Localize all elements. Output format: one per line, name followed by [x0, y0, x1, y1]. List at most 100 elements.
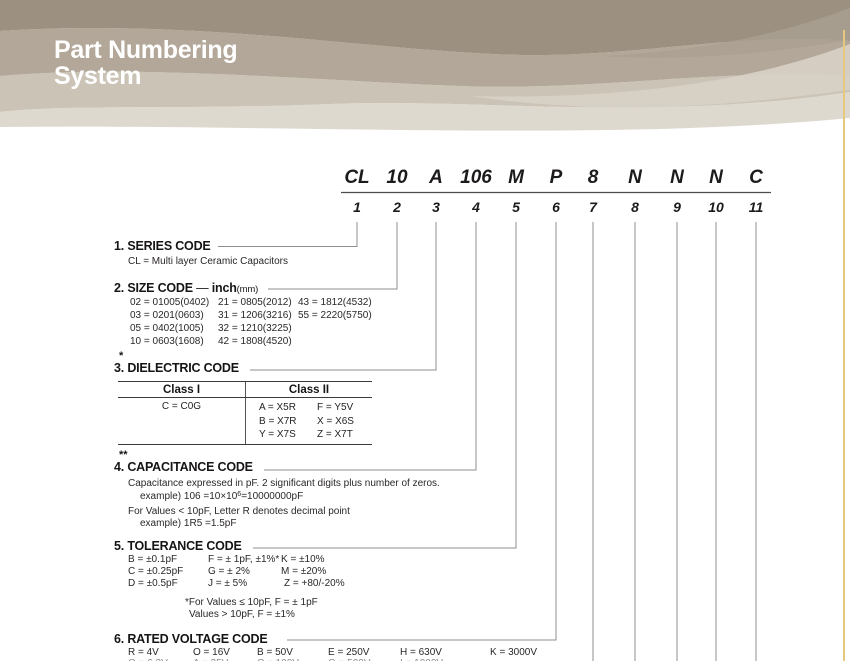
class2-pair: A = X5R — [259, 402, 296, 413]
code-6: P — [549, 167, 563, 188]
capacitance-line1: Capacitance expressed in pF. 2 significa… — [128, 478, 440, 489]
capacitance-footnote-marker: ** — [119, 449, 128, 461]
position-2: 2 — [393, 199, 401, 215]
tolerance-item: B = ±0.1pF — [128, 554, 178, 565]
tolerance-item: F = ± 1pF, ±1%* — [208, 554, 280, 565]
section-tolerance-number: 5. — [114, 539, 125, 553]
size-code-item: 02 = 01005(0402) — [130, 297, 210, 308]
position-1: 1 — [353, 199, 361, 215]
section-size-label: SIZE CODE — [127, 281, 193, 295]
size-unit: inch — [211, 281, 237, 295]
size-code-item: 55 = 2220(5750) — [298, 310, 372, 321]
size-code-item: 10 = 0603(1608) — [130, 336, 204, 347]
dielectric-table-body: C = C0G A = X5R F = Y5V B = X7R X = X6S … — [118, 398, 372, 444]
tolerance-item: J = ± 5% — [208, 578, 248, 589]
position-6: 6 — [552, 199, 560, 215]
voltage-item: K = 3000V — [490, 647, 537, 658]
code-7: 8 — [587, 167, 599, 188]
voltage-item-partial: A = 25V — [193, 658, 228, 661]
section-capacitance-title: 4. CAPACITANCE CODE — [114, 460, 253, 474]
capacitance-example1: example) 106 =10×106=10000000pF — [140, 491, 304, 502]
class2-pair: Y = X7S — [259, 429, 296, 440]
page-title: Part Numbering System — [54, 37, 238, 90]
code-5: M — [508, 167, 524, 188]
dielectric-table-header: Class I Class II — [118, 382, 372, 398]
position-10: 10 — [708, 199, 724, 215]
size-unit-paren: (mm) — [236, 284, 259, 295]
section-voltage-number: 6. — [114, 632, 125, 646]
tolerance-footnote2: Values > 10pF, F = ±1% — [189, 609, 295, 620]
voltage-item-partial: C = 100V — [257, 658, 299, 661]
series-description: CL = Multi layer Ceramic Capacitors — [128, 256, 288, 267]
position-3: 3 — [432, 199, 440, 215]
section-dielectric-title: 3. DIELECTRIC CODE — [114, 361, 239, 375]
code-1: CL — [344, 167, 370, 188]
position-4: 4 — [472, 199, 480, 215]
class2-pair: F = Y5V — [317, 402, 354, 413]
class2-values: A = X5R F = Y5V B = X7R X = X6S Y = X7S … — [245, 398, 372, 444]
class2-pair: Z = X7T — [317, 429, 353, 440]
section-voltage-label: RATED VOLTAGE CODE — [127, 632, 268, 646]
tolerance-footnote1: *For Values ≤ 10pF, F = ± 1pF — [185, 597, 318, 608]
section-dielectric-number: 3. — [114, 361, 125, 375]
section-series-title: 1. SERIES CODE — [114, 239, 211, 253]
dielectric-table: Class I Class II C = C0G A = X5R F = Y5V… — [118, 381, 372, 445]
code-3: A — [429, 167, 443, 188]
size-dash: — — [196, 281, 209, 295]
position-8: 8 — [631, 199, 639, 215]
dielectric-footnote-marker: * — [119, 350, 124, 362]
size-code-item: 32 = 1210(3225) — [218, 323, 292, 334]
class2-header: Class II — [245, 382, 372, 397]
size-code-item: 21 = 0805(2012) — [218, 297, 292, 308]
voltage-item: R = 4V — [128, 647, 159, 658]
class1-header: Class I — [162, 384, 201, 396]
section-voltage-title: 6. RATED VOLTAGE CODE — [114, 632, 268, 646]
voltage-item-partial: I = 1000V — [400, 658, 443, 661]
section-capacitance-number: 4. — [114, 460, 125, 474]
voltage-item: O = 16V — [193, 647, 230, 658]
size-code-item: 31 = 1206(3216) — [218, 310, 292, 321]
size-code-item: 05 = 0402(1005) — [130, 323, 204, 334]
code-10: N — [709, 167, 723, 188]
class2-pair: B = X7R — [259, 415, 297, 427]
section-series-number: 1. — [114, 239, 125, 253]
size-code-item: 03 = 0201(0603) — [130, 310, 204, 321]
position-7: 7 — [589, 199, 597, 215]
voltage-item: B = 50V — [257, 647, 293, 658]
section-size-title: 2. SIZE CODE — inch(mm) — [114, 281, 258, 295]
class1-value: C = C0G — [161, 401, 202, 412]
position-9: 9 — [673, 199, 681, 215]
section-dielectric-label: DIELECTRIC CODE — [127, 361, 239, 375]
code-9: N — [670, 167, 684, 188]
code-2: 10 — [386, 167, 408, 188]
capacitance-line2: For Values < 10pF, Letter R denotes deci… — [128, 506, 350, 517]
tolerance-item: K = ±10% — [281, 554, 325, 565]
code-4: 106 — [460, 167, 492, 188]
class2-pair: X = X6S — [317, 415, 354, 427]
section-capacitance-label: CAPACITANCE CODE — [127, 460, 253, 474]
code-8: N — [628, 167, 642, 188]
voltage-item-partial: G = 500V — [328, 658, 371, 661]
page-title-line2: System — [54, 62, 142, 90]
position-5: 5 — [512, 199, 520, 215]
code-11: C — [749, 167, 763, 188]
gold-edge-rule — [843, 30, 845, 661]
voltage-item: E = 250V — [328, 647, 370, 658]
wave-background — [0, 0, 850, 132]
size-code-item: 42 = 1808(4520) — [218, 336, 292, 347]
tolerance-item: C = ±0.25pF — [128, 566, 184, 577]
position-11: 11 — [748, 199, 764, 215]
tolerance-item: M = ±20% — [281, 566, 327, 577]
section-size-number: 2. — [114, 281, 125, 295]
exponent: 6 — [237, 491, 242, 498]
section-tolerance-label: TOLERANCE CODE — [127, 539, 242, 553]
voltage-item: H = 630V — [400, 647, 442, 658]
voltage-item-partial: Q = 6.3V — [128, 658, 168, 661]
tolerance-item: G = ± 2% — [208, 566, 250, 577]
section-tolerance-title: 5. TOLERANCE CODE — [114, 539, 242, 553]
capacitance-example2: example) 1R5 =1.5pF — [140, 518, 237, 529]
header-banner: Part Numbering System — [0, 0, 850, 132]
size-code-item: 43 = 1812(4532) — [298, 297, 372, 308]
tolerance-item: D = ±0.5pF — [128, 578, 178, 589]
